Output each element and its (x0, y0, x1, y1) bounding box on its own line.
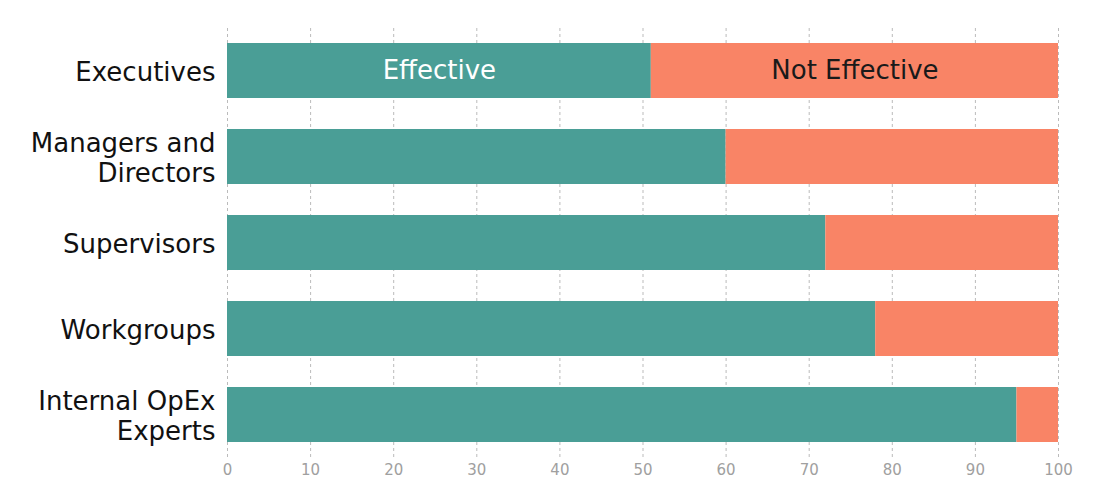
svg-text:Not Effective: Not Effective (771, 55, 938, 85)
svg-text:Managers andDirectors: Managers andDirectors (31, 128, 216, 188)
svg-text:90: 90 (966, 461, 985, 479)
svg-text:Effective: Effective (383, 55, 496, 85)
svg-text:80: 80 (883, 461, 902, 479)
svg-text:30: 30 (467, 461, 486, 479)
svg-text:0: 0 (223, 461, 233, 479)
svg-text:Executives: Executives (75, 57, 215, 87)
svg-text:40: 40 (550, 461, 569, 479)
svg-text:60: 60 (717, 461, 736, 479)
svg-text:50: 50 (633, 461, 652, 479)
svg-text:10: 10 (301, 461, 320, 479)
svg-text:100: 100 (1044, 461, 1073, 479)
svg-text:Supervisors: Supervisors (63, 229, 215, 259)
svg-text:Workgroups: Workgroups (61, 315, 216, 345)
svg-text:Internal OpExExperts: Internal OpExExperts (38, 386, 215, 446)
svg-text:70: 70 (800, 461, 819, 479)
svg-text:20: 20 (384, 461, 403, 479)
